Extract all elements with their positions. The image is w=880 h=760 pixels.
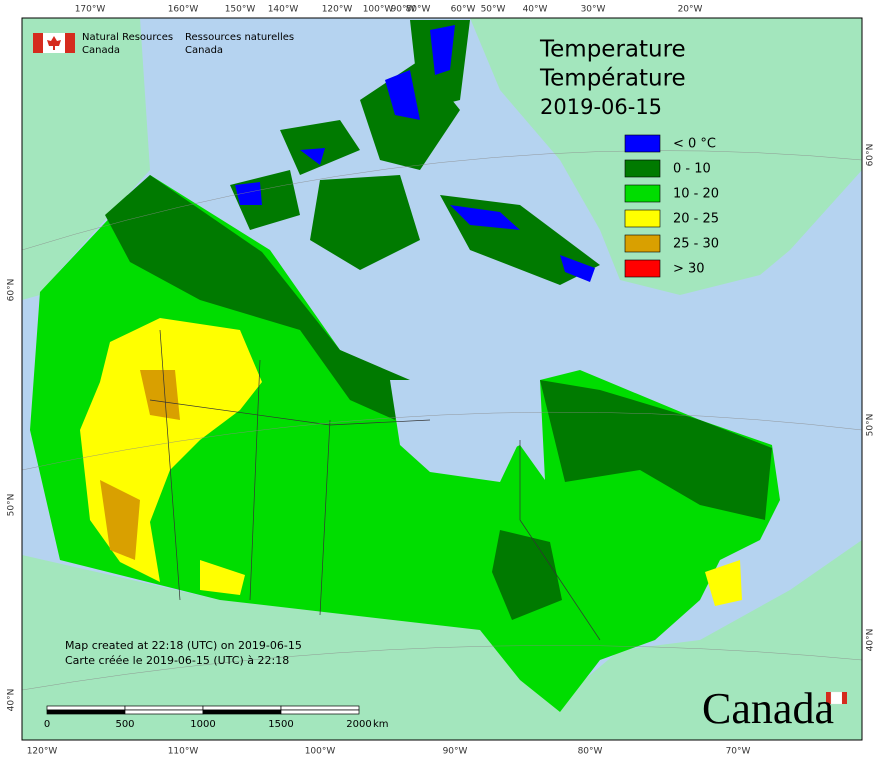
lon-label: 90°W [443,747,468,757]
lon-label: 140°W [268,5,299,15]
north-zone [105,175,410,420]
lat-label: 40°N [7,689,17,712]
legend-label: < 0 °C [673,137,716,152]
lat-label: 50°N [866,414,876,437]
lon-label: 120°W [27,747,58,757]
cold-patches [235,25,595,282]
lon-label: 100°W [363,5,394,15]
lon-label: 70°W [726,747,751,757]
scale-segment [202,709,282,715]
scale-label: 1000 [190,719,215,730]
wordmark-flag [826,691,847,705]
map-area [22,18,862,740]
legend-swatch [624,184,661,203]
lon-label: 90°W [391,5,416,15]
lon-label: 150°W [225,5,256,15]
legend-swatch [624,159,661,178]
lat-label: 50°N [7,494,17,517]
scale-segment [124,709,204,715]
boundaries [149,329,601,641]
agency-fr: Ressources naturelles [185,32,294,43]
warm-prairie [200,560,245,595]
greenland [470,18,862,295]
legend-swatch [624,259,661,278]
map-frame [21,17,863,741]
lat-label: 60°N [866,144,876,167]
fip-flag [33,33,75,53]
usa [22,540,862,740]
legend-label: 0 - 10 [673,162,711,177]
scale-segment [46,705,126,711]
ontario-patch [492,530,562,620]
footer: Map created at 22:18 (UTC) on 2019-06-15 [65,639,302,652]
legend-label: > 30 [673,262,705,277]
warm-maritimes [705,560,742,606]
lon-label: 80°W [578,747,603,757]
scale-label: 500 [115,719,134,730]
footer: Carte créée le 2019-06-15 (UTC) à 22:18 [65,654,289,667]
scale-bar: 0 500 1000 1500 2000 km [44,705,389,730]
legend-swatch [624,209,661,228]
legend: < 0 °C 0 - 10 10 - 20 20 - 25 25 - 30 > 30 [624,134,719,278]
scale-segment [202,705,282,711]
alaska [22,18,150,300]
lon-label: 80°W [406,5,431,15]
agency-fr: Canada [185,45,223,56]
lon-label: 110°W [168,747,199,757]
lon-label: 20°W [678,5,703,15]
lon-label: 170°W [75,5,106,15]
scale-segment [46,709,126,715]
scale-segment [280,705,360,711]
legend-label: 10 - 20 [673,187,719,202]
lon-label: 100°W [305,747,336,757]
scale-segment [124,705,204,711]
legend-swatch [624,234,661,253]
graticule [22,150,862,691]
scale-unit: km [373,719,389,730]
title: Température [539,66,686,92]
lon-label: 160°W [168,5,199,15]
lon-label: 40°W [523,5,548,15]
agency-en: Natural Resources [82,32,173,43]
legend-label: 20 - 25 [673,212,719,227]
wordmark: Canada [702,684,834,733]
title: Temperature [539,37,686,63]
scale-segment [280,709,360,715]
lat-label: 60°N [7,279,17,302]
scale-label: 2000 [346,719,371,730]
scale-label: 0 [44,719,50,730]
lon-label: 60°W [451,5,476,15]
lon-label: 120°W [322,5,353,15]
hudson-bay [390,380,520,482]
lon-label: 50°W [481,5,506,15]
lon-label: 30°W [581,5,606,15]
agency-en: Canada [82,45,120,56]
scale-label: 1500 [268,719,293,730]
hot-west [100,370,180,560]
lat-label: 40°N [866,629,876,652]
date: 2019-06-15 [540,95,662,119]
labrador [540,380,772,520]
legend-swatch [624,134,661,153]
legend-label: 25 - 30 [673,237,719,252]
